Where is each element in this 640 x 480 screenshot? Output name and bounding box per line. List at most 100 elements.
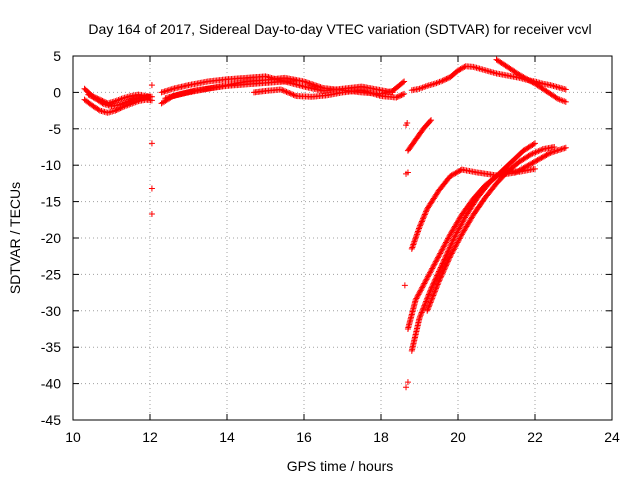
data-point [533,148,540,155]
data-point [430,292,437,299]
data-point [457,234,464,241]
data-point [429,295,436,302]
data-point [427,269,434,276]
data-point [442,239,449,246]
data-point [449,237,456,244]
data-point [404,169,411,176]
data-point [525,77,532,84]
data-point [401,90,408,97]
series-track-j [404,117,435,154]
data-point [517,72,524,79]
data-point [439,246,446,253]
data-point [434,255,441,262]
data-point [453,230,460,237]
data-point [411,237,418,244]
data-point [439,270,446,277]
data-point [444,249,451,256]
data-point [290,91,297,98]
series-track-i [493,56,569,105]
data-point [438,273,445,280]
data-point [458,232,465,239]
data-point [428,296,435,303]
data-point [450,246,457,253]
data-point [421,280,428,287]
data-point [422,210,429,217]
data-point [451,245,458,252]
data-point [535,156,542,163]
data-point [412,296,419,303]
data-point [453,169,460,176]
data-point [148,97,155,104]
data-point [441,266,448,273]
data-point [437,264,444,271]
data-point [428,266,435,273]
data-point [293,77,300,84]
data-point [431,261,438,268]
data-point [415,226,422,233]
data-point [544,151,551,158]
data-point [419,283,426,290]
data-point [526,152,533,159]
data-point [431,277,438,284]
x-tick-label: 24 [604,429,620,445]
data-point [442,255,449,262]
data-point [413,295,420,302]
data-point [435,253,442,260]
data-point [562,144,569,151]
data-point [526,77,533,84]
data-point [416,224,423,231]
data-point [417,221,424,228]
data-point [459,219,466,226]
data-point [442,253,449,260]
data-point [553,95,560,102]
data-point [416,290,423,297]
data-point [447,243,454,250]
data-point [423,208,430,215]
data-point [446,254,453,261]
y-tick-label: -35 [41,339,61,355]
data-point [542,152,549,159]
data-point [424,307,431,314]
series-outliers-12h [148,82,155,217]
data-point [409,244,416,251]
data-point [535,148,542,155]
data-point [418,219,425,226]
data-point [532,140,538,147]
data-point [437,249,444,256]
data-point [450,236,457,243]
data-point [529,160,536,167]
series-isolated-18.7h [401,119,411,391]
data-point [90,94,97,101]
data-point [414,294,421,301]
series-track-b [81,96,155,116]
data-point [417,312,424,319]
data-point [401,282,408,289]
data-point [528,160,535,167]
data-point [453,240,460,247]
data-point [282,88,289,95]
x-tick-label: 10 [65,429,81,445]
data-point [443,262,450,269]
data-point [443,252,450,259]
data-point [452,243,459,250]
data-point [521,74,528,81]
data-point [445,234,452,241]
data-point [410,241,417,248]
data-point [277,86,284,93]
data-point [427,299,434,306]
data-point [449,249,456,256]
data-point [443,261,450,268]
y-tick-label: 0 [53,84,61,100]
data-point [438,271,445,278]
data-point [458,221,465,228]
data-point [426,300,433,307]
y-tick-label: -45 [41,412,61,428]
x-tick-label: 14 [219,429,235,445]
data-point [418,218,425,225]
data-point [394,93,401,100]
data-point [446,245,453,252]
data-point [445,257,452,264]
data-point [450,247,457,254]
data-point [448,241,455,248]
data-point [445,248,452,255]
